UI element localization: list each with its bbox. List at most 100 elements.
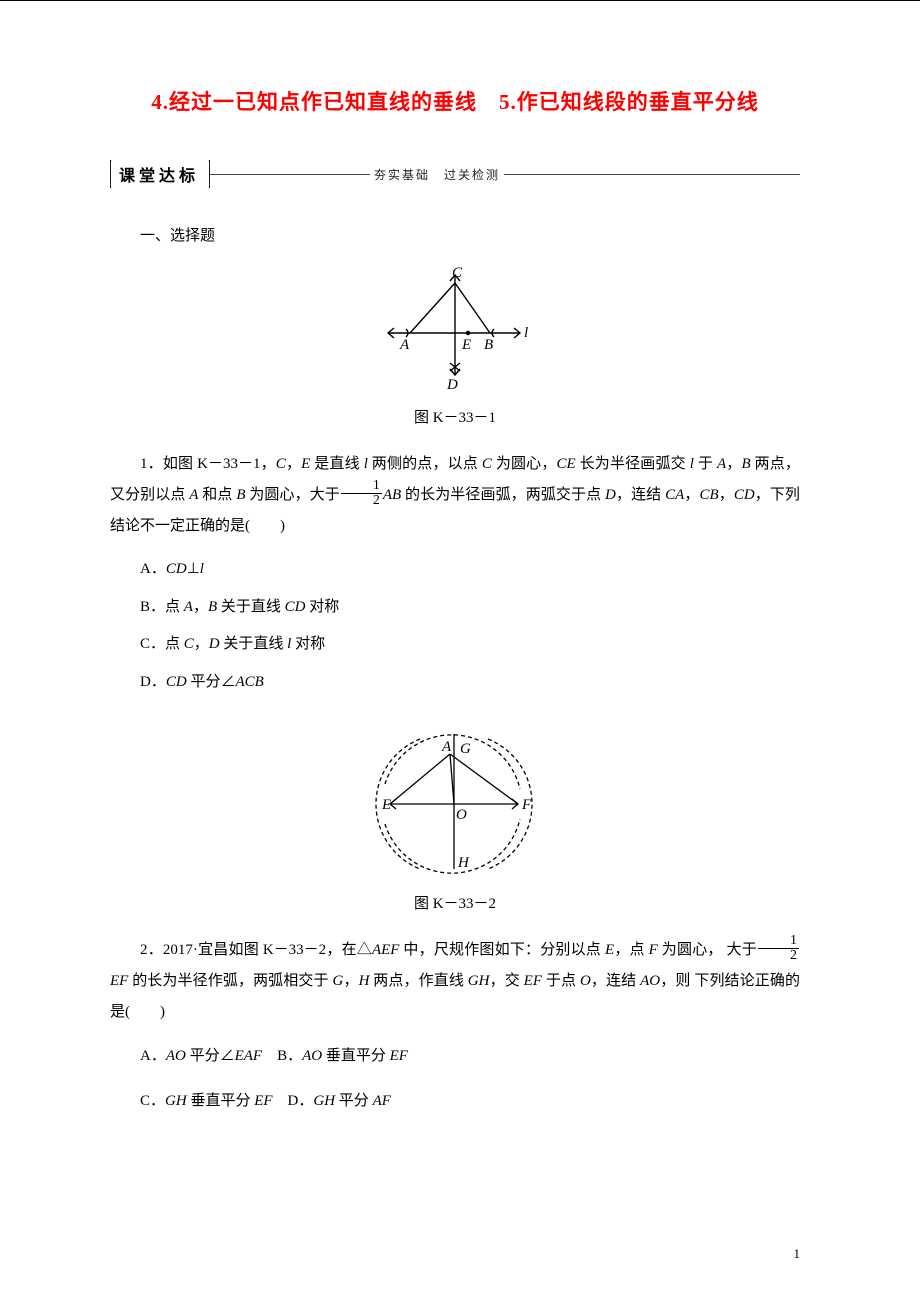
t: B．	[277, 1048, 302, 1064]
t: C	[184, 636, 194, 652]
t: 两侧的点，以点	[368, 456, 482, 472]
t: 平分∠	[186, 1048, 235, 1064]
t: 两点，作直线	[369, 973, 467, 989]
q2-option-a: A．AO 平分∠EAF	[140, 1048, 262, 1064]
t: ，	[684, 487, 699, 503]
fig1-label-C: C	[452, 265, 463, 281]
t: 是直线	[310, 456, 363, 472]
t: B．点	[140, 599, 184, 615]
t: D．	[288, 1093, 314, 1109]
t: 为圆心，	[658, 942, 723, 958]
t: ，连结	[616, 487, 661, 503]
t: GH	[313, 1093, 335, 1109]
page: 4.经过一已知点作已知直线的垂线 5.作已知线段的垂直平分线 课堂达标 夯实基础…	[0, 0, 920, 1302]
t: 为圆心，	[492, 456, 557, 472]
t: CD	[166, 561, 187, 577]
t: EF	[390, 1048, 408, 1064]
q2-options-row2: C．GH 垂直平分 EF D．GH 平分 AF	[140, 1083, 800, 1121]
banner: 课堂达标 夯实基础 过关检测	[110, 160, 800, 188]
t: D	[209, 636, 220, 652]
t: F	[649, 942, 658, 958]
t: 1．如图 K－33－1，	[140, 456, 276, 472]
t: B	[208, 599, 217, 615]
t: EF	[110, 973, 128, 989]
t: 长为半径画弧交	[576, 456, 690, 472]
t: ，	[193, 599, 208, 615]
t: EF	[524, 973, 542, 989]
banner-mid-label: 夯实基础 过关检测	[370, 166, 504, 183]
t: A．	[140, 561, 166, 577]
t: 垂直平分	[187, 1093, 255, 1109]
q2-options-row1: A．AO 平分∠EAF B．AO 垂直平分 EF	[140, 1038, 800, 1076]
banner-left-label: 课堂达标	[110, 160, 210, 188]
page-number: 1	[794, 1246, 801, 1262]
q1-option-a: A．CD⊥l	[140, 551, 800, 589]
figure-2: A G E F O H	[110, 719, 800, 884]
t: 对称	[291, 636, 325, 652]
t: ，	[286, 456, 301, 472]
q2-stem: 2．2017·宜昌如图 K－33－2，在△AEF 中，尺规作图如下：分别以点 E…	[110, 935, 800, 1027]
t: ，	[343, 973, 358, 989]
t: H	[359, 973, 370, 989]
t: D	[605, 487, 616, 503]
t: AO	[640, 973, 660, 989]
t: O	[580, 973, 591, 989]
t: ，则	[660, 973, 690, 989]
banner-divider-1	[210, 174, 370, 175]
t: EAF	[235, 1048, 263, 1064]
t: 为圆心，大于	[246, 487, 340, 503]
t: AO	[166, 1048, 186, 1064]
t: 垂直平分	[322, 1048, 390, 1064]
t: A	[184, 599, 193, 615]
q1-option-c: C．点 C，D 关于直线 l 对称	[140, 626, 800, 664]
t: CB	[699, 487, 718, 503]
t: C．点	[140, 636, 184, 652]
t: ACB	[235, 674, 263, 690]
t: A	[717, 456, 726, 472]
t: ，交	[489, 973, 523, 989]
q1-option-d: D．CD 平分∠ACB	[140, 664, 800, 702]
t: E	[301, 456, 310, 472]
q2-option-c: C．GH 垂直平分 EF	[140, 1093, 273, 1109]
q1-stem: 1．如图 K－33－1，C，E 是直线 l 两侧的点，以点 C 为圆心，CE 长…	[110, 449, 800, 541]
t: ⊥	[187, 561, 200, 577]
t: AF	[373, 1093, 391, 1109]
figure-2-caption: 图 K－33－2	[110, 892, 800, 913]
figure-2-svg: A G E F O H	[360, 719, 550, 879]
t: ，	[719, 487, 734, 503]
t: E	[605, 942, 614, 958]
t: AB	[383, 487, 401, 503]
t: 和点	[198, 487, 236, 503]
t: D．	[140, 674, 166, 690]
t: 中，尺规作图如下：分别以点	[399, 942, 604, 958]
fig2-label-A: A	[441, 739, 452, 755]
document-title: 4.经过一已知点作已知直线的垂线 5.作已知线段的垂直平分线	[110, 86, 800, 116]
figure-1-caption: 图 K－33－1	[110, 406, 800, 427]
q1-option-b: B．点 A，B 关于直线 CD 对称	[140, 589, 800, 627]
fig1-label-A: A	[399, 337, 410, 353]
t: 于	[694, 456, 713, 472]
t: GH	[468, 973, 490, 989]
t: CD	[285, 599, 306, 615]
numerator: 1	[758, 934, 799, 948]
fig1-label-D: D	[446, 377, 458, 393]
t: 关于直线	[220, 636, 288, 652]
t: 平分	[335, 1093, 373, 1109]
section-heading: 一、选择题	[140, 224, 800, 245]
t: 大于	[727, 942, 757, 958]
denominator: 2	[341, 493, 382, 508]
fig2-label-F: F	[521, 797, 532, 813]
t: EF	[254, 1093, 272, 1109]
q1-options: A．CD⊥l B．点 A，B 关于直线 CD 对称 C．点 C，D 关于直线 l…	[140, 551, 800, 701]
t: 的长为半径作弧，两弧相交于	[128, 973, 332, 989]
t: l	[200, 561, 204, 577]
t: 于点	[542, 973, 580, 989]
q2-option-d: D．GH 平分 AF	[288, 1093, 391, 1109]
t: 2．2017·宜昌如图 K－33－2，在△	[140, 942, 372, 958]
figure-1: C A B E D l	[110, 263, 800, 398]
fig2-label-H: H	[457, 855, 470, 871]
t: 关于直线	[217, 599, 285, 615]
t: ，点	[614, 942, 649, 958]
fraction: 12	[341, 479, 382, 508]
q2-option-b: B．AO 垂直平分 EF	[277, 1048, 408, 1064]
